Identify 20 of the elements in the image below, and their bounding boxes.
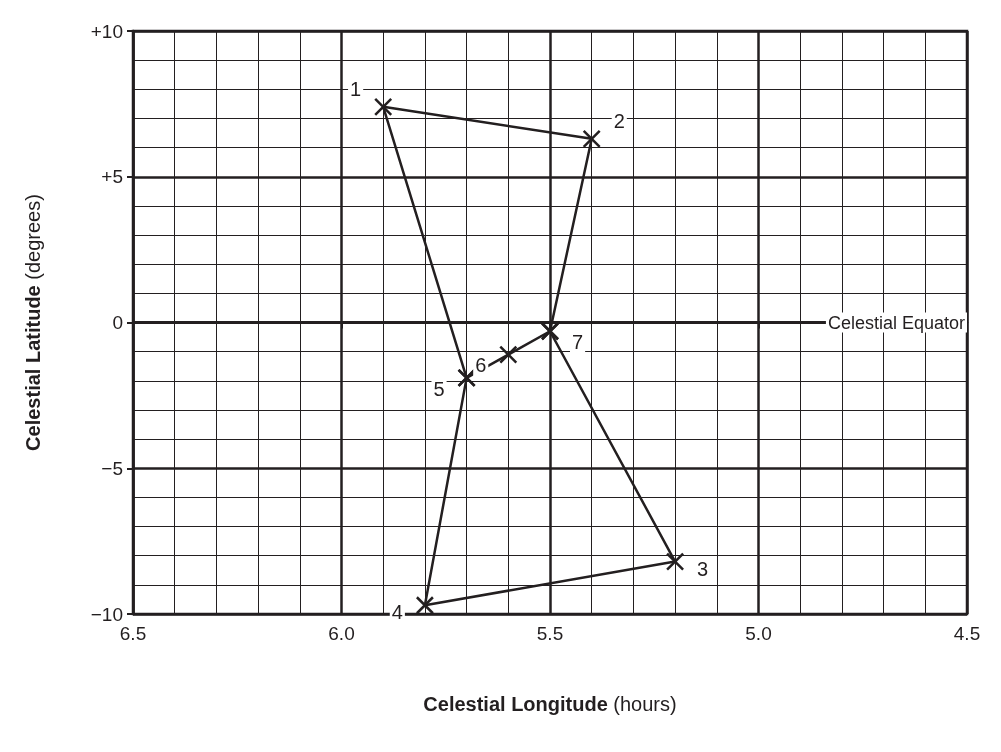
annotation: 1 — [350, 77, 362, 100]
annotation: 3 — [697, 557, 709, 580]
annotation: 2 — [613, 109, 625, 132]
x-tick-label: 6.5 — [119, 623, 147, 644]
y-axis-title: Celestial Latitude (degrees) — [22, 194, 44, 451]
annotation: 7 — [572, 331, 584, 354]
annotation: 5 — [433, 377, 445, 400]
y-tick-label: +5 — [101, 166, 123, 188]
y-tick-label: 0 — [112, 312, 123, 333]
x-tick-label: 5.0 — [745, 623, 772, 644]
ref-line-label: Celestial Equator — [827, 312, 965, 333]
x-tick-label: 6.0 — [328, 623, 355, 644]
y-tick-label: −5 — [101, 457, 123, 479]
x-axis-title: Celestial Longitude (hours) — [423, 693, 677, 715]
y-tick-label: +10 — [90, 20, 123, 42]
x-tick-label: 5.5 — [536, 623, 564, 644]
x-tick-label: 4.5 — [953, 623, 981, 644]
y-tick-label: −10 — [90, 603, 123, 625]
annotation: 6 — [475, 354, 487, 377]
annotation: 4 — [391, 601, 403, 624]
